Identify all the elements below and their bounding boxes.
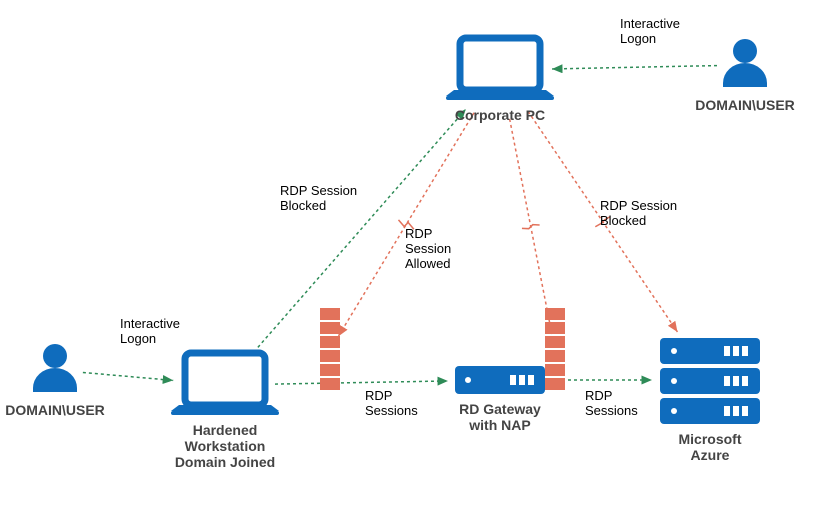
diagram-label: InteractiveLogon xyxy=(120,316,180,346)
server-stack-icon xyxy=(660,338,760,424)
diagram-label: DOMAIN\USER xyxy=(5,402,105,418)
edge-il-right xyxy=(552,66,717,69)
user-icon xyxy=(723,39,767,87)
diagram-label: RDPSessionAllowed xyxy=(405,226,451,271)
diagram-label: HardenedWorkstationDomain Joined xyxy=(175,422,275,470)
diagram-label: RD Gatewaywith NAP xyxy=(459,401,541,433)
server-icon xyxy=(455,366,545,394)
diagram-label: InteractiveLogon xyxy=(620,16,680,46)
user-icon xyxy=(33,344,77,392)
laptop-icon xyxy=(446,38,554,100)
diagram-label: RDP SessionBlocked xyxy=(280,183,357,213)
diagram-label: RDP SessionBlocked xyxy=(600,198,677,228)
diagram-label: MicrosoftAzure xyxy=(679,431,742,463)
diagram-label: Corporate PC xyxy=(455,107,545,123)
firewall-icon xyxy=(545,308,565,390)
edge-il-left xyxy=(83,372,173,380)
diagram-label: RDPSessions xyxy=(365,388,418,418)
edge-rdp1 xyxy=(275,381,448,384)
diagram-label: DOMAIN\USER xyxy=(695,97,795,113)
diagram-label: RDPSessions xyxy=(585,388,638,418)
edge-allowed xyxy=(258,109,466,347)
laptop-icon xyxy=(171,353,279,415)
firewall-icon xyxy=(320,308,340,390)
